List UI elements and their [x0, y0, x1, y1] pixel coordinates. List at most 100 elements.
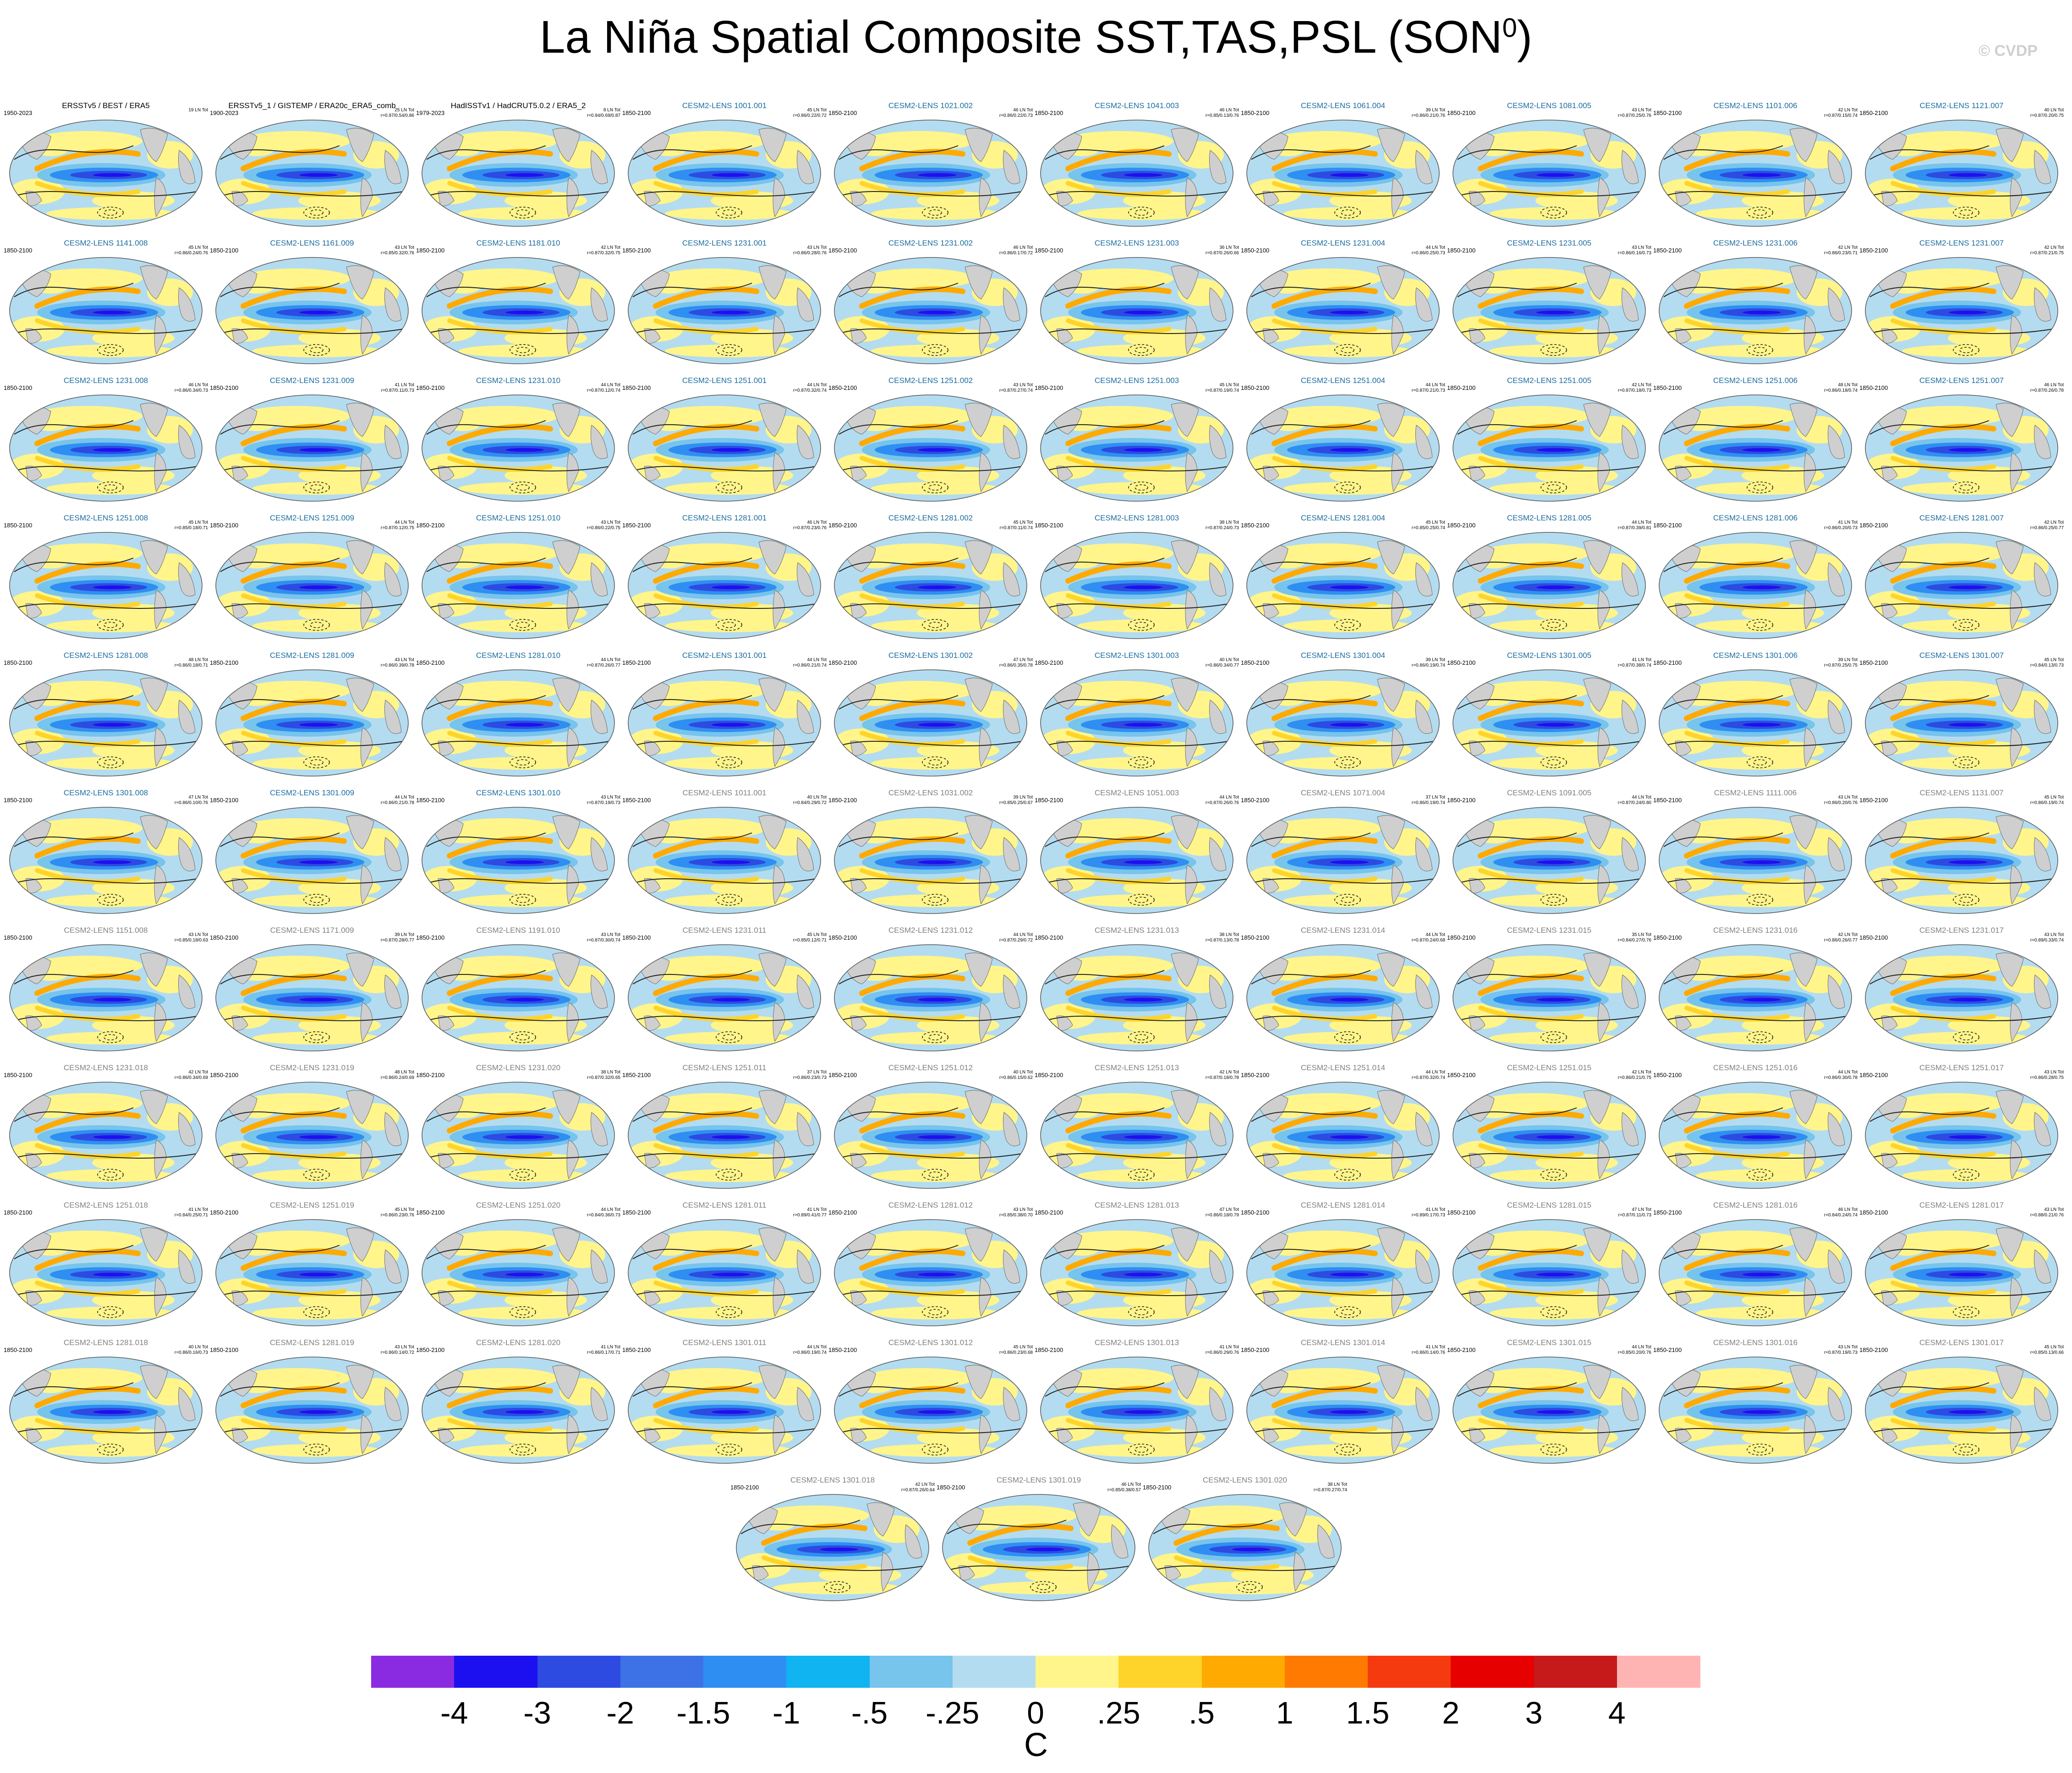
panel-stats-line: r=0.87/0.26/0.76: [1205, 800, 1239, 805]
map-panel: CESM2-LENS 1301.014 1850-2100 41 LN Tot r=0…: [1240, 1335, 1446, 1473]
panel-years: 1850-2100: [416, 934, 445, 941]
panel-stats: 43 LN Tot r=0.87/0.19/0.73: [587, 795, 620, 805]
panel-title: CESM2-LENS 1231.003: [1094, 239, 1179, 247]
map-field: [834, 395, 1027, 501]
colorbar-segment: [1284, 1656, 1368, 1688]
robinson-map: [1453, 669, 1646, 777]
panel-stats-line: r=0.87/0.18/0.73: [1617, 388, 1651, 393]
colorbar-segment: [1368, 1656, 1451, 1688]
map-field: [1865, 257, 2058, 364]
panel-title: CESM2-LENS 1301.002: [888, 651, 973, 660]
panel-stats-line: 40 LN Tot: [1013, 1070, 1033, 1075]
robinson-map: [1865, 1357, 2058, 1464]
panel-stats-line: r=0.87/0.24/0.68: [1411, 937, 1445, 943]
map-field: [628, 1220, 821, 1326]
panel-years: 1850-2100: [1859, 522, 1888, 529]
map-panel: CESM2-LENS 1111.006 1850-2100 43 LN Tot r=0…: [1652, 786, 1858, 923]
panel-stats-line: 42 LN Tot: [2044, 520, 2064, 525]
panel-stats: 40 LN Tot r=0.86/0.15/0.62: [999, 1070, 1033, 1080]
panel-stats: 43 LN Tot r=0.87/0.19/0.73: [1824, 1345, 1858, 1355]
robinson-map: [1659, 1357, 1852, 1464]
map-field: [10, 120, 202, 226]
map-panel: CESM2-LENS 1281.013 1850-2100 47 LN Tot r=0…: [1034, 1198, 1240, 1335]
panel-stats-line: 39 LN Tot: [1425, 108, 1445, 113]
panel-years: 1850-2100: [1241, 247, 1270, 254]
panel-years: 1850-2100: [4, 1209, 33, 1216]
panel-stats-line: 43 LN Tot: [807, 245, 827, 250]
robinson-map: [628, 1082, 821, 1189]
panel-stats-line: 42 LN Tot: [1838, 932, 1858, 937]
panel-stats-line: r=0.87/0.29/0.72: [999, 937, 1033, 943]
robinson-map: [1659, 394, 1852, 502]
panel-title: CESM2-LENS 1301.017: [1919, 1338, 2004, 1347]
panel-title: CESM2-LENS 1231.009: [269, 376, 355, 385]
panel-stats: 44 LN Tot r=0.86/0.19/0.74: [793, 1345, 827, 1355]
map-field: [216, 395, 408, 501]
map-field: [422, 532, 614, 639]
map-panel: CESM2-LENS 1281.003 1850-2100 38 LN Tot r=0…: [1034, 511, 1240, 648]
map-field: [1659, 395, 1852, 501]
robinson-map: [1865, 257, 2058, 364]
panel-stats-line: 38 LN Tot: [1327, 1482, 1347, 1487]
robinson-map: [1453, 532, 1646, 639]
robinson-map: [9, 669, 203, 777]
robinson-map: [215, 669, 409, 777]
panel-years: 1950-2023: [4, 109, 33, 116]
robinson-map: [628, 1219, 821, 1326]
map-panel: CESM2-LENS 1281.019 1850-2100 43 LN Tot r=0…: [209, 1335, 415, 1473]
robinson-map: [215, 807, 409, 914]
colorbar-segment: [1534, 1656, 1617, 1688]
map-field: [1247, 1220, 1439, 1326]
robinson-map: [422, 394, 615, 502]
panel-stats: 48 LN Tot r=0.86/0.24/0.69: [381, 1070, 414, 1080]
panel-stats-line: 46 LN Tot: [1013, 245, 1033, 250]
panel-stats-line: 44 LN Tot: [1425, 245, 1445, 250]
panel-years: 1850-2100: [622, 1346, 651, 1353]
panel-title: CESM2-LENS 1301.001: [682, 651, 767, 660]
panel-title: CESM2-LENS 1251.005: [1507, 376, 1592, 385]
robinson-map: [1865, 807, 2058, 914]
panel-stats-line: r=0.87/0.12/0.75: [380, 525, 414, 531]
panel-stats-line: 45 LN Tot: [1013, 1345, 1033, 1350]
panel-title: CESM2-LENS 1301.018: [790, 1476, 875, 1484]
panel-years: 1850-2100: [210, 797, 239, 804]
map-panel: CESM2-LENS 1301.006 1850-2100 39 LN Tot r=0…: [1652, 648, 1858, 786]
panel-title: CESM2-LENS 1141.008: [64, 239, 148, 247]
map-field: [834, 532, 1027, 639]
colorbar-ticks: -4 -3 -2 -1.5 -1 -.5 -.25 0 .25 .5 1 1.5 2 3 4: [371, 1695, 1700, 1732]
panel-title: CESM2-LENS 1051.003: [1094, 788, 1179, 797]
panel-stats: 43 LN Tot r=0.85/0.32/0.76: [381, 245, 414, 256]
panel-years: 1850-2100: [622, 797, 651, 804]
panel-stats: 44 LN Tot r=0.86/0.25/0.73: [1412, 245, 1445, 256]
robinson-map: [628, 257, 821, 364]
robinson-map: [834, 669, 1027, 777]
panel-title: CESM2-LENS 1231.019: [269, 1063, 355, 1072]
panel-stats-line: r=0.86/0.23/0.71: [1824, 250, 1858, 256]
panel-title: CESM2-LENS 1251.016: [1713, 1063, 1798, 1072]
panel-years: 1850-2100: [1653, 934, 1682, 941]
panel-stats: 47 LN Tot r=0.86/0.10/0.76: [175, 795, 208, 805]
panel-stats-line: 40 LN Tot: [2044, 108, 2064, 113]
panel-stats-line: 46 LN Tot: [807, 520, 827, 525]
panel-years: 1850-2100: [1447, 109, 1476, 116]
panel-years: 1850-2100: [1653, 247, 1682, 254]
colorbar-segment: [620, 1656, 704, 1688]
panel-title: CESM2-LENS 1151.008: [64, 926, 148, 935]
panel-stats: 35 LN Tot r=0.84/0.27/0.76: [1618, 932, 1651, 943]
panel-stats-line: 35 LN Tot: [1632, 932, 1651, 937]
panel-years: 1850-2100: [828, 659, 857, 666]
map-field: [216, 257, 408, 364]
robinson-map: [1040, 1357, 1233, 1464]
map-field: [628, 807, 821, 914]
panel-stats-line: r=0.87/0.26/0.64: [901, 1487, 935, 1493]
map-field: [1453, 395, 1645, 501]
robinson-map: [1659, 532, 1852, 639]
panel-years: 1850-2100: [1447, 934, 1476, 941]
map-field: [216, 807, 408, 914]
robinson-map: [942, 1494, 1135, 1601]
panel-stats-line: r=0.86/0.20/0.73: [1824, 525, 1858, 531]
robinson-map: [215, 1082, 409, 1189]
panel-years: 1850-2100: [1241, 797, 1270, 804]
map-panel: CESM2-LENS 1171.009 1850-2100 39 LN Tot r=0…: [209, 923, 415, 1061]
map-field: [10, 1357, 202, 1463]
